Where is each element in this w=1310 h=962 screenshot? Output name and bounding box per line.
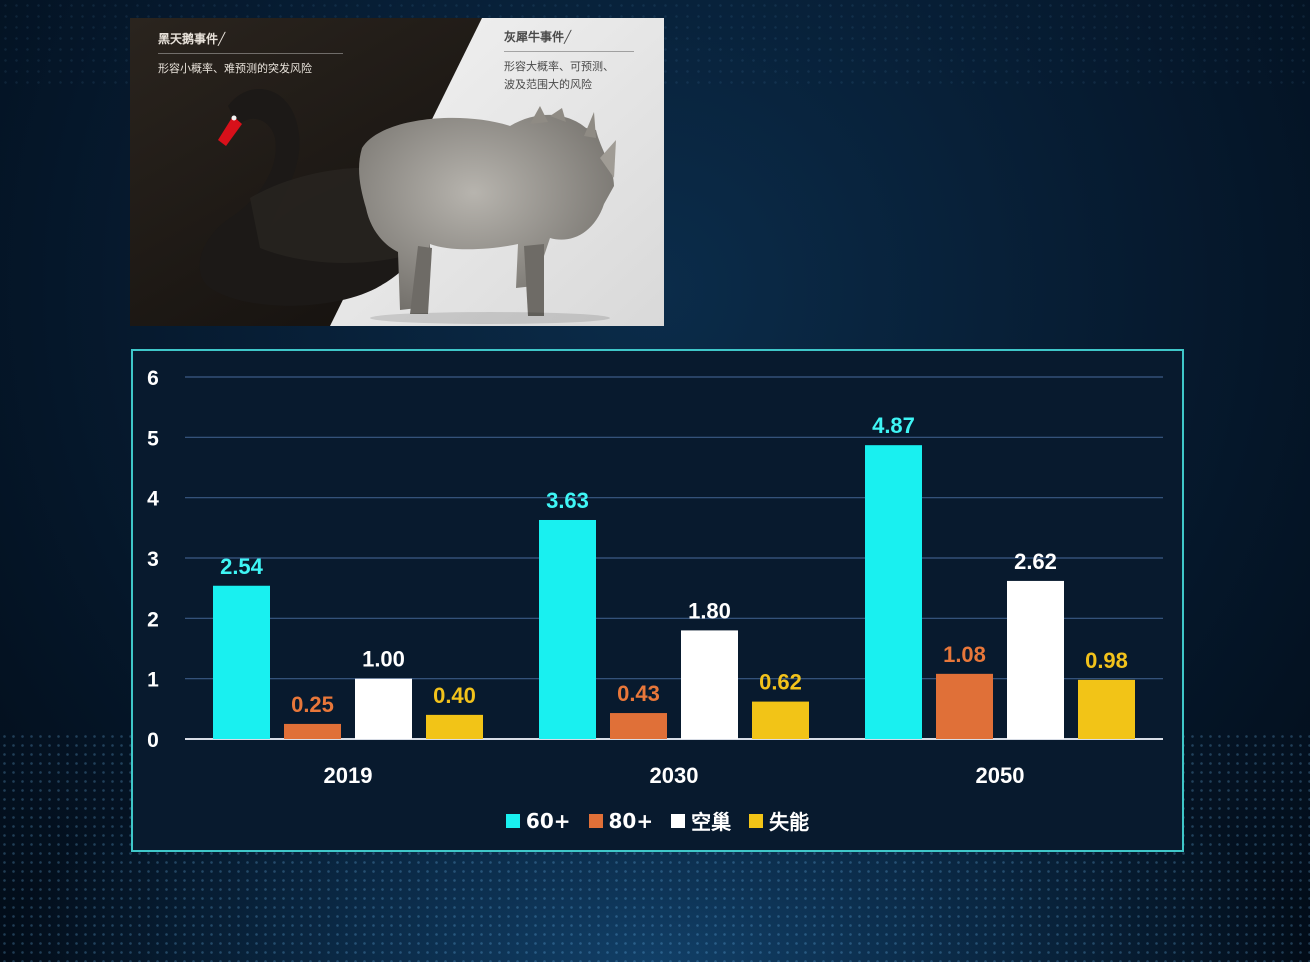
black-swan-caption: 黑天鹅事件╱ 形容小概率、难预测的突发风险	[158, 30, 343, 78]
legend-swatch	[749, 813, 764, 828]
y-tick-label: 0	[147, 729, 159, 752]
data-label: 0.40	[433, 683, 476, 708]
y-tick-label: 5	[147, 427, 159, 450]
legend-label: 空巢	[691, 810, 732, 834]
bar-失能	[426, 714, 483, 739]
bar-80+	[936, 673, 993, 739]
data-label: 0.25	[291, 692, 334, 717]
data-label: 1.00	[362, 647, 405, 672]
black-swan-text: 形容小概率、难预测的突发风险	[158, 62, 312, 75]
data-label: 4.87	[872, 413, 915, 438]
data-label: 0.62	[759, 670, 802, 695]
bar-失能	[1078, 679, 1135, 739]
legend-item: 60+	[505, 806, 571, 835]
legend-swatch	[505, 813, 520, 828]
data-label: 1.08	[943, 642, 986, 667]
y-tick-label: 1	[147, 669, 159, 692]
x-category-label: 2050	[976, 763, 1025, 788]
data-label: 3.63	[546, 488, 589, 513]
legend-item: 空巢	[671, 806, 731, 835]
gray-rhino-text-line-1: 形容大概率、可预测、	[504, 60, 614, 73]
bar-80+	[284, 723, 341, 739]
caption-divider	[504, 51, 634, 52]
black-swan-title: 黑天鹅事件╱	[158, 32, 226, 46]
bar-空巢	[1007, 580, 1064, 739]
gray-rhino-caption: 灰犀牛事件╱ 形容大概率、可预测、 波及范围大的风险	[504, 28, 634, 94]
legend-item: 80+	[588, 806, 654, 835]
data-label: 2.54	[220, 554, 264, 579]
y-tick-label: 2	[147, 608, 159, 631]
data-label: 1.80	[688, 598, 731, 623]
data-label: 0.98	[1085, 648, 1128, 673]
bar-60+	[539, 519, 596, 739]
legend-item: 失能	[749, 806, 809, 835]
y-tick-label: 3	[147, 548, 159, 571]
legend-swatch	[671, 813, 686, 828]
black-swan-gray-rhino-illustration: 黑天鹅事件╱ 形容小概率、难预测的突发风险 灰犀牛事件╱ 形容大概率、可预测、 …	[130, 18, 664, 326]
chart-legend: 60+ 80+ 空巢 失能	[133, 806, 1182, 835]
x-category-label: 2019	[324, 763, 373, 788]
gray-rhino-figure	[359, 106, 616, 324]
bar-60+	[213, 585, 270, 739]
gray-rhino-title: 灰犀牛事件╱	[504, 30, 572, 44]
y-tick-label: 6	[147, 367, 159, 390]
chart-panel: 0 1 2 3 4 5 6 2.54 0.25 1.00 0.40 2019 3.63 0.43 1.80 0…	[131, 349, 1184, 852]
illustration-art	[130, 18, 664, 326]
bar-空巢	[681, 630, 738, 739]
gray-rhino-text-line-2: 波及范围大的风险	[504, 78, 592, 91]
bar-空巢	[355, 678, 412, 739]
bar-失能	[752, 701, 809, 739]
bar-80+	[610, 713, 667, 739]
legend-label: 80+	[608, 808, 654, 833]
legend-label: 60+	[525, 808, 571, 833]
x-category-label: 2030	[650, 763, 699, 788]
legend-swatch	[588, 813, 603, 828]
caption-divider	[158, 53, 343, 54]
bar-chart: 0 1 2 3 4 5 6 2.54 0.25 1.00 0.40 2019 3.63 0.43 1.80 0…	[147, 367, 1163, 788]
data-label: 0.43	[617, 681, 660, 706]
legend-label: 失能	[769, 810, 810, 834]
data-label: 2.62	[1014, 549, 1057, 574]
bar-60+	[865, 445, 922, 739]
y-tick-label: 4	[147, 488, 159, 511]
